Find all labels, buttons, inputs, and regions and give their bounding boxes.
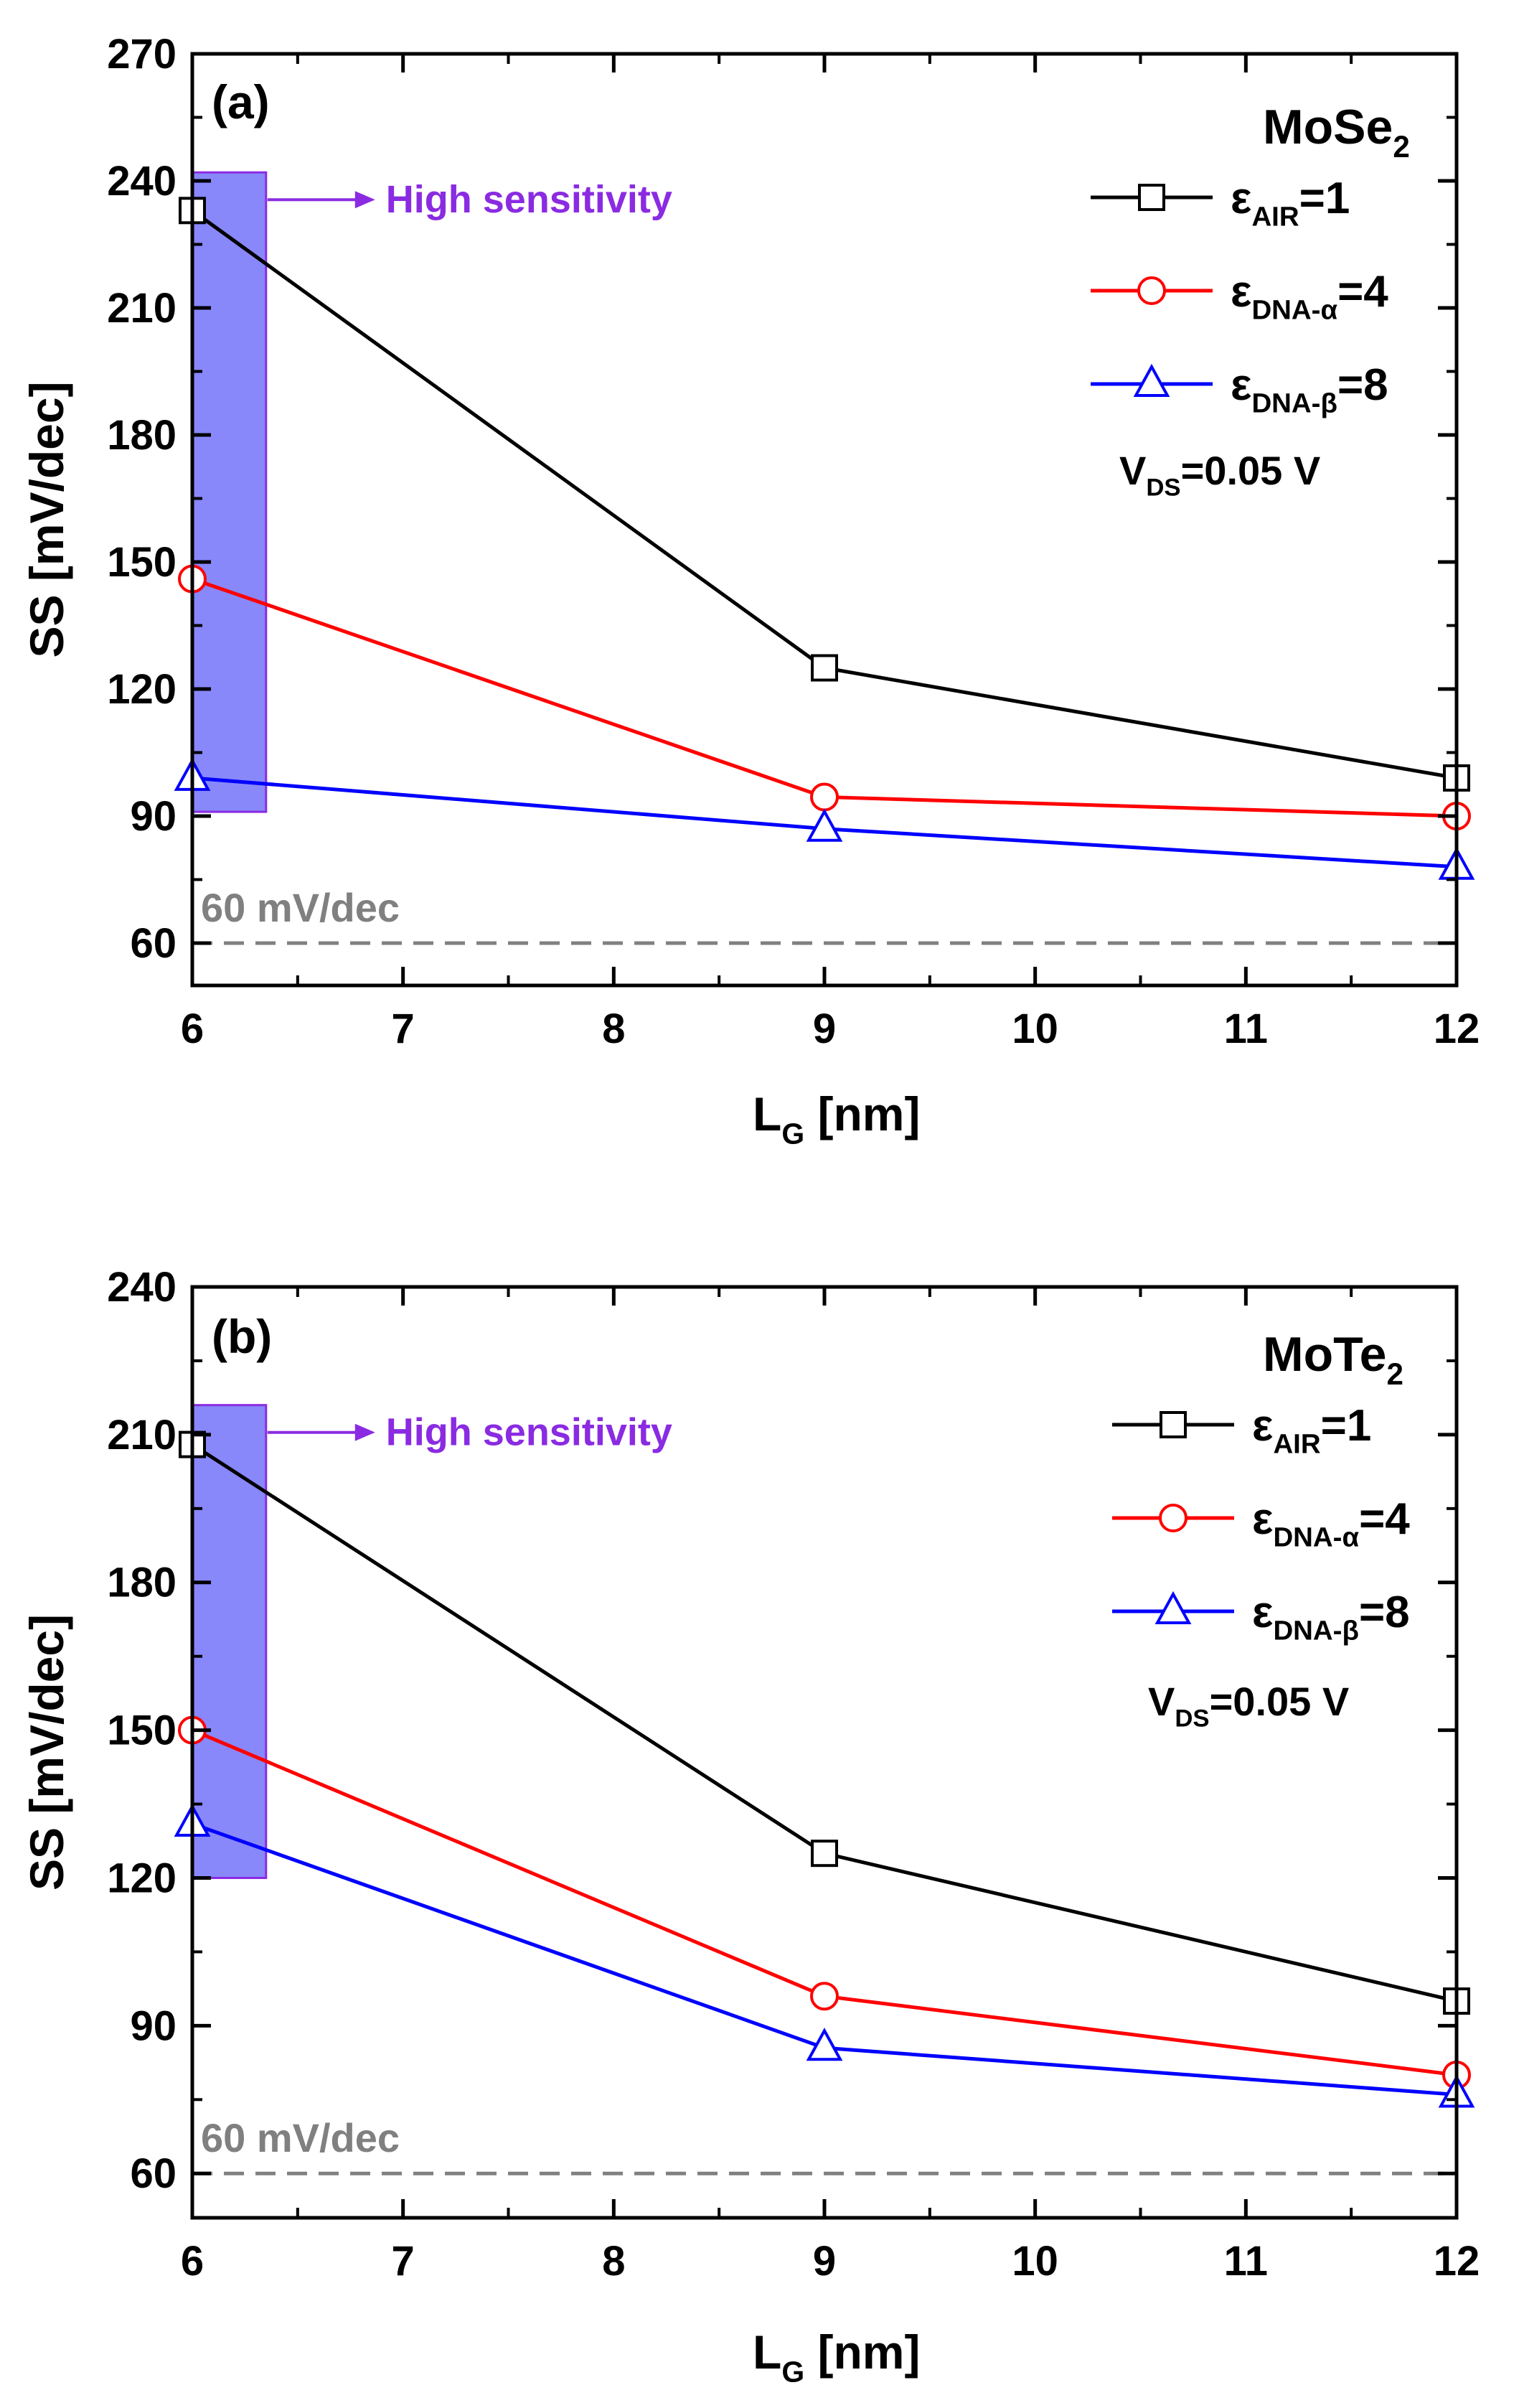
panel-b: High sensitivity 60 mV/dec 6 7 8 9 10 11 12 60 90 1…	[20, 1264, 1480, 2388]
material-label: MoSe2	[1263, 100, 1410, 164]
series-line-1	[192, 577, 1457, 818]
x-tick-label: 6	[181, 2238, 204, 2285]
y-tick-label: 150	[107, 539, 177, 586]
x-tick-label: 8	[602, 2238, 625, 2285]
x-tick-label: 11	[1224, 1006, 1268, 1052]
reference-label: 60 mV/dec	[201, 2115, 400, 2160]
highlight-label: High sensitivity	[386, 178, 672, 221]
highlight-box	[191, 171, 268, 813]
panel-label: (a)	[212, 75, 270, 128]
panel-label: (b)	[212, 1310, 272, 1363]
x-axis-label: LG [nm]	[753, 1087, 920, 1150]
x-tick-label: 9	[813, 2238, 836, 2285]
data-point-2-1	[806, 2028, 843, 2061]
y-tick-label: 120	[107, 666, 177, 713]
legend-marker-2	[1133, 363, 1170, 397]
y-tick-label: 180	[107, 1560, 177, 1606]
y-tick-label: 90	[130, 2002, 177, 2049]
x-tick-label: 6	[181, 1006, 204, 1052]
highlight-arrow-head	[354, 1423, 375, 1441]
x-tick-label: 9	[813, 1006, 836, 1052]
plot-frame	[190, 52, 1459, 988]
y-tick-label: 240	[107, 1264, 177, 1311]
x-tick-label: 11	[1224, 2238, 1268, 2285]
data-point-0-1	[811, 1840, 838, 1868]
legend-label-0: εAIR=1	[1252, 1401, 1371, 1459]
x-tick-label: 12	[1434, 2238, 1480, 2285]
highlight-box	[191, 1404, 268, 1879]
x-tick-label: 10	[1012, 2238, 1058, 2285]
y-tick-label: 60	[130, 2150, 177, 2197]
legend-label-1: εDNA-α=4	[1231, 267, 1388, 325]
legend-label-2: εDNA-β=8	[1252, 1588, 1410, 1646]
highlight-label: High sensitivity	[386, 1411, 672, 1454]
y-tick-label: 180	[107, 412, 177, 459]
x-tick-label: 8	[602, 1006, 625, 1052]
data-point-1-1	[810, 782, 839, 812]
reference-label: 60 mV/dec	[201, 885, 400, 930]
legend-marker-2	[1154, 1591, 1192, 1624]
legend-marker-0	[1138, 184, 1165, 211]
legend-label-2: εDNA-β=8	[1231, 360, 1388, 418]
y-axis-label: SS [mV/dec]	[20, 381, 73, 657]
y-axis-label: SS [mV/dec]	[20, 1614, 73, 1891]
data-point-2-1	[806, 808, 843, 842]
legend-label-0: εAIR=1	[1231, 174, 1350, 232]
vds-label: VDS=0.05 V	[1148, 1679, 1349, 1733]
panel-a: High sensitivity 60 mV/dec 6 7 8 9 10 11 12 60 90 1…	[20, 31, 1480, 1150]
series-line-1	[192, 1728, 1457, 2077]
x-tick-label: 7	[392, 1006, 415, 1052]
y-tick-label: 120	[107, 1855, 177, 1901]
x-tick-label: 10	[1012, 1006, 1058, 1052]
y-tick-label: 210	[107, 1412, 177, 1458]
y-tick-label: 150	[107, 1707, 177, 1754]
legend-marker-1	[1159, 1504, 1188, 1532]
material-label: MoTe2	[1263, 1327, 1403, 1391]
vds-label: VDS=0.05 V	[1119, 448, 1320, 502]
x-tick-label: 7	[392, 2238, 415, 2285]
y-tick-label: 210	[107, 285, 177, 332]
x-axis-label: LG [nm]	[753, 2325, 920, 2388]
y-tick-label: 90	[130, 793, 177, 840]
legend-label-1: εDNA-α=4	[1252, 1494, 1410, 1552]
y-tick-label: 240	[107, 158, 177, 205]
legend-marker-0	[1160, 1411, 1187, 1438]
data-point-1-1	[810, 1982, 839, 2011]
legend-marker-1	[1137, 276, 1166, 305]
y-tick-label: 270	[107, 31, 177, 78]
x-tick-label: 12	[1434, 1006, 1480, 1052]
y-tick-label: 60	[130, 920, 177, 967]
data-point-0-1	[811, 654, 838, 682]
highlight-arrow-head	[354, 191, 375, 209]
